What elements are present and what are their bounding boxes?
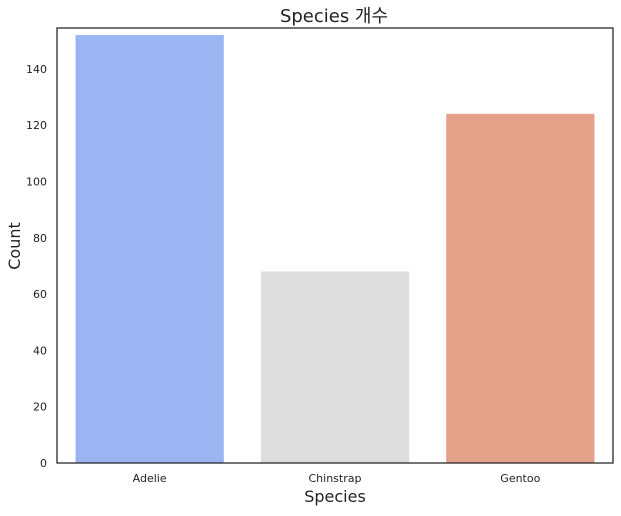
y-tick-label-100: 100	[26, 175, 47, 188]
x-axis-label: Species	[304, 487, 366, 506]
y-tick-label-0: 0	[40, 457, 47, 470]
bar-gentoo	[446, 113, 595, 464]
y-tick-label-40: 40	[33, 344, 47, 357]
x-tick-label-gentoo: Gentoo	[500, 472, 540, 485]
x-tick-label-adelie: Adelie	[133, 472, 167, 485]
y-tick-label-120: 120	[26, 119, 47, 132]
bars-group	[75, 35, 595, 464]
y-tick-label-140: 140	[26, 63, 47, 76]
bar-chinstrap	[260, 271, 410, 463]
chart-title: Species 개수	[280, 6, 388, 27]
y-tick-label-20: 20	[33, 401, 47, 414]
x-tick-label-chinstrap: Chinstrap	[309, 472, 362, 485]
y-axis-ticks: 0 20 40 60 80 100 120 140	[26, 63, 47, 470]
y-tick-label-60: 60	[33, 288, 47, 301]
bar-adelie	[75, 35, 224, 464]
x-axis-ticks: Adelie Chinstrap Gentoo	[133, 472, 541, 485]
y-axis-label: Count	[5, 222, 24, 270]
plot-frame	[56, 27, 614, 464]
y-tick-label-80: 80	[33, 232, 47, 245]
